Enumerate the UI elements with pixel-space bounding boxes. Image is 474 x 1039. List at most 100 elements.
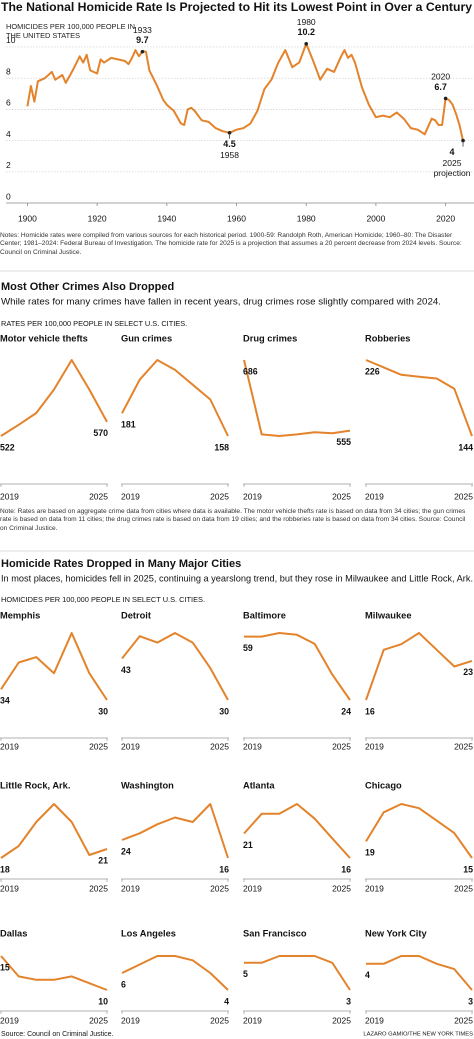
x-tick-label: 2025 xyxy=(332,741,351,751)
panel-title: New York City xyxy=(365,928,427,938)
panel-title: Baltimore xyxy=(243,610,286,620)
panel-title: Drug crimes xyxy=(243,333,297,343)
panel-title: Motor vehicle thefts xyxy=(0,333,88,343)
value-label: 19 xyxy=(365,848,375,858)
section-title: Most Other Crimes Also Dropped xyxy=(1,281,174,293)
y-tick-label: 2 xyxy=(6,160,11,170)
y-tick-label: 6 xyxy=(6,98,11,108)
x-tick-label: 2019 xyxy=(121,491,140,501)
panel-title: Memphis xyxy=(0,610,40,620)
units-label: HOMICIDES PER 100,000 PEOPLE IN SELECT U… xyxy=(1,595,205,604)
y-tick-label: 10 xyxy=(6,35,16,45)
x-tick-label: 2019 xyxy=(0,741,19,751)
value-label: 3 xyxy=(468,996,473,1006)
y-tick-label: 4 xyxy=(6,129,11,139)
data-line xyxy=(26,42,464,141)
x-tick-label: 2025 xyxy=(332,1015,351,1025)
panel-title: Los Angeles xyxy=(121,928,176,938)
x-tick-label: 2025 xyxy=(89,491,108,501)
x-tick-label: 2025 xyxy=(89,1015,108,1025)
panel-title: San Francisco xyxy=(243,928,307,938)
data-line xyxy=(243,803,351,859)
annotation-value: 4.5 xyxy=(223,139,236,149)
annotation-dot xyxy=(304,42,309,46)
x-tick-label: 2000 xyxy=(366,213,385,223)
x-tick-label: 2025 xyxy=(210,491,229,501)
value-label: 16 xyxy=(365,706,375,716)
value-label: 30 xyxy=(98,706,108,716)
data-line xyxy=(365,359,473,437)
value-label: 5 xyxy=(243,969,248,979)
data-line xyxy=(365,632,473,701)
x-tick-label: 2019 xyxy=(121,883,140,893)
data-line xyxy=(0,955,108,991)
panel-title: Little Rock, Ark. xyxy=(0,780,70,790)
y-axis-label: HOMICIDES PER 100,000 PEOPLE IN THE UNIT… xyxy=(6,22,135,40)
value-label: 23 xyxy=(463,667,473,677)
value-label: 522 xyxy=(0,442,15,452)
credit: LAZARO GAMIO/THE NEW YORK TIMES xyxy=(363,1032,473,1038)
panel-title: Robberies xyxy=(365,333,410,343)
annotation-year: 2020 xyxy=(431,72,450,82)
section-subtitle: While rates for many crimes have fallen … xyxy=(1,296,441,306)
section-title: Homicide Rates Dropped in Many Major Cit… xyxy=(1,558,241,570)
annotation-year: 1958 xyxy=(220,150,239,160)
data-line xyxy=(0,632,108,701)
data-line xyxy=(243,359,351,437)
annotation-dot xyxy=(461,138,465,143)
panel-title: Milwaukee xyxy=(365,610,412,620)
x-tick-label: 2025 xyxy=(454,491,473,501)
value-label: 24 xyxy=(341,706,351,716)
x-tick-label: 2025 xyxy=(332,491,351,501)
x-tick-label: 2025 xyxy=(210,883,229,893)
x-tick-label: 1960 xyxy=(227,213,246,223)
value-label: 30 xyxy=(219,706,229,716)
value-label: 15 xyxy=(0,962,10,972)
value-label: 555 xyxy=(336,437,351,447)
value-label: 21 xyxy=(243,840,253,850)
x-tick-label: 2019 xyxy=(0,1015,19,1025)
units-label: RATES PER 100,000 PEOPLE IN SELECT U.S. … xyxy=(1,319,187,328)
data-line xyxy=(0,803,108,859)
panel-title: Chicago xyxy=(365,780,402,790)
x-tick-label: 2019 xyxy=(243,741,262,751)
x-tick-label: 2025 xyxy=(454,1015,473,1025)
value-label: 226 xyxy=(365,366,380,376)
value-label: 3 xyxy=(346,996,351,1006)
panel-title: Washington xyxy=(121,780,174,790)
x-tick-label: 2025 xyxy=(210,1015,229,1025)
x-tick-label: 2019 xyxy=(0,883,19,893)
value-label: 15 xyxy=(463,864,473,874)
value-label: 158 xyxy=(214,442,229,452)
x-tick-label: 2019 xyxy=(365,883,384,893)
value-label: 24 xyxy=(121,846,131,856)
panel-title: Atlanta xyxy=(243,780,275,790)
data-line xyxy=(0,359,108,437)
x-tick-label: 2019 xyxy=(365,491,384,501)
x-tick-label: 2019 xyxy=(243,491,262,501)
value-label: 4 xyxy=(224,996,229,1006)
x-tick-label: 2025 xyxy=(89,883,108,893)
source: Source: Council on Criminal Justice. xyxy=(1,1031,113,1038)
chart-note: Notes: Homicide rates were compiled from… xyxy=(0,232,462,256)
annotation-dot xyxy=(140,49,145,54)
value-label: 570 xyxy=(93,428,108,438)
data-line xyxy=(244,632,351,701)
annotation-value: 9.7 xyxy=(136,35,149,45)
annotation-year: 1980 xyxy=(297,17,316,27)
x-tick-label: 1900 xyxy=(18,213,37,223)
data-line xyxy=(121,803,229,859)
data-line xyxy=(244,955,351,991)
data-line xyxy=(121,955,229,991)
x-tick-label: 2019 xyxy=(121,741,140,751)
panel-title: Dallas xyxy=(0,928,27,938)
panel-title: Gun crimes xyxy=(121,333,172,343)
x-tick-label: 2025 xyxy=(89,741,108,751)
value-label: 16 xyxy=(219,864,229,874)
data-line xyxy=(366,955,473,991)
x-tick-label: 1940 xyxy=(157,213,176,223)
annotation-note: projection xyxy=(434,168,471,178)
chart-note: Note: Rates are based on aggregate crime… xyxy=(0,508,466,532)
